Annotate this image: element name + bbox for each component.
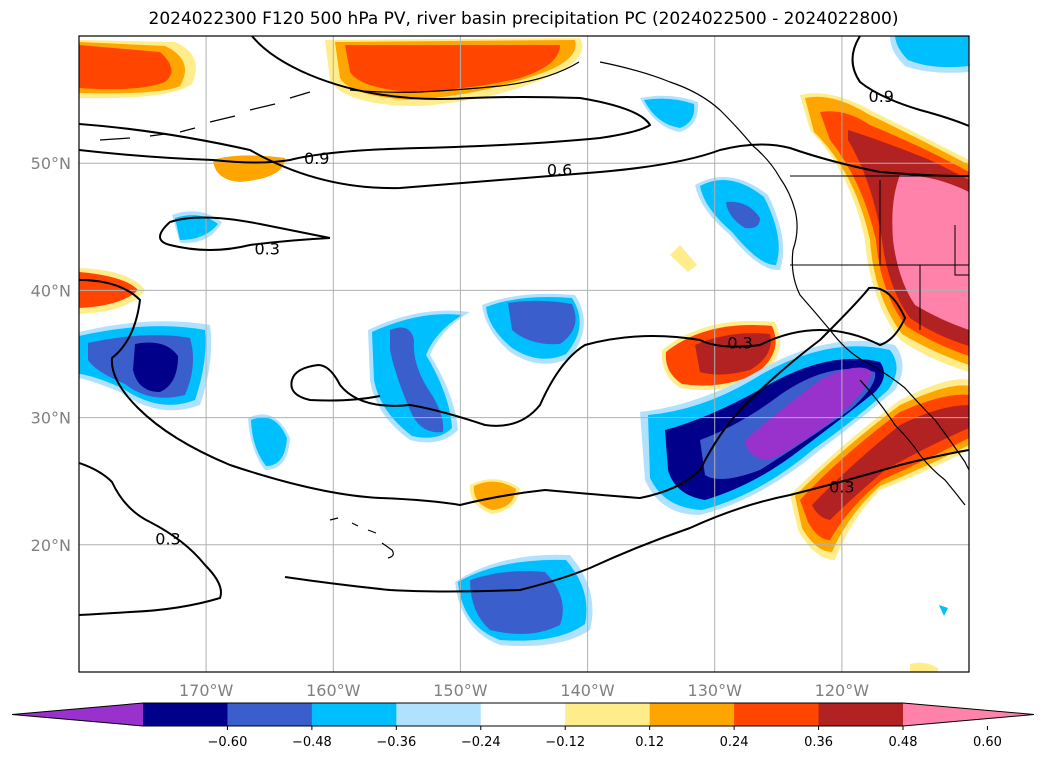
pv-contour-0.3-main (79, 279, 907, 507)
lon-tick-label: 170°W (179, 681, 234, 700)
islands-hawaii (329, 517, 394, 559)
colorbar-segment (311, 703, 397, 726)
colorbar-segment (480, 703, 566, 726)
coastline-alaska (349, 61, 580, 93)
colorbar-segment (565, 703, 651, 726)
contour-label: 0.9 (304, 149, 329, 168)
colorbar-tick-label: 0.48 (889, 735, 918, 750)
lon-tick-label: 130°W (688, 681, 743, 700)
colorbar-tick-label: −0.60 (208, 735, 248, 750)
coastline-baja (859, 379, 966, 506)
contour-label: 0.9 (869, 87, 894, 106)
lon-tick-label: 120°W (815, 681, 870, 700)
contour-label: 0.3 (829, 477, 854, 496)
lon-tick-label: 160°W (306, 681, 361, 700)
colorbar-segment (143, 703, 228, 726)
colorbar-segment (818, 703, 904, 726)
colorbar-tick-label: −0.36 (376, 735, 416, 750)
pv-contour-0.9-west (79, 36, 652, 164)
colorbar: −0.60 −0.48 −0.36 −0.24 −0.12 0.12 0.24 0.36 0.4… (11, 702, 1035, 750)
contour-label: 0.3 (727, 334, 752, 353)
coastline-north-america (599, 61, 969, 471)
colorbar-tick-label: 0.12 (635, 735, 664, 750)
colorbar-extend-min (12, 703, 143, 726)
colorbar-tick-label: −0.48 (292, 735, 332, 750)
colorbar-segment (734, 703, 820, 726)
lon-tick-label: 140°W (560, 681, 615, 700)
latitude-tick-labels: 20°N 30°N 40°N 50°N (31, 154, 71, 555)
pv-contour-0.9-east (851, 36, 969, 127)
colorbar-tick-label: 0.24 (720, 735, 749, 750)
pv-contour-0.6 (79, 123, 969, 190)
longitude-tick-labels: 170°W 160°W 150°W 140°W 130°W 120°W (179, 681, 869, 700)
lat-tick-label: 40°N (31, 281, 71, 300)
islands-aleutians (99, 91, 311, 141)
lat-tick-label: 20°N (31, 536, 71, 555)
colorbar-segment (227, 703, 313, 726)
colorbar-extend-max (903, 703, 1034, 726)
map-frame (78, 35, 970, 673)
pv-contour-0.3-baja (284, 449, 969, 593)
pv-contour-0.3-south (79, 462, 222, 616)
map-title: 2024022300 F120 500 hPa PV, river basin … (148, 9, 899, 29)
colorbar-tick-label: 0.60 (973, 735, 1002, 750)
colorbar-tick-label: −0.24 (461, 735, 501, 750)
lat-tick-label: 30°N (31, 409, 71, 428)
colorbar-segment (649, 703, 735, 726)
colorbar-tick-label: −0.12 (545, 735, 585, 750)
colorbar-outline (11, 702, 1035, 727)
contour-labels: 0.9 0.9 0.6 0.3 0.3 0.3 0.3 (155, 87, 894, 549)
colorbar-segment (396, 703, 482, 726)
contour-label: 0.3 (155, 529, 180, 548)
contour-label: 0.3 (254, 239, 279, 258)
pv-contour-0.3-loop (159, 216, 331, 251)
border-states (790, 180, 969, 330)
colorbar-tick-label: 0.36 (804, 735, 833, 750)
contour-label: 0.6 (547, 161, 572, 180)
lon-tick-label: 150°W (433, 681, 488, 700)
lat-tick-label: 50°N (31, 154, 71, 173)
